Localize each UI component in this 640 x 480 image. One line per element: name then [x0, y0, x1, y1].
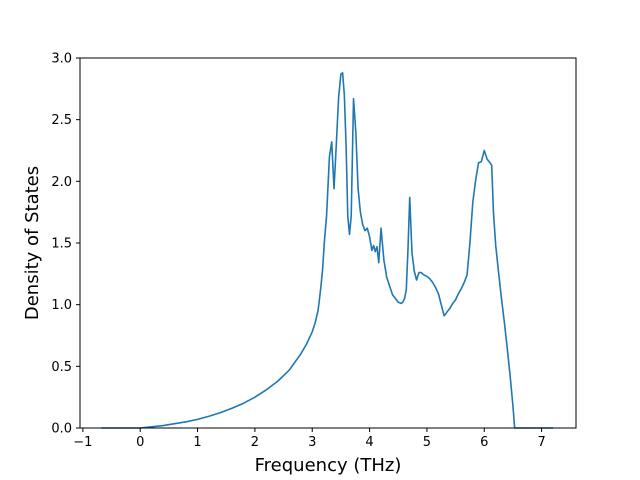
y-tick-label: 2.0: [51, 175, 72, 190]
x-tick-label: 6: [480, 435, 488, 450]
x-tick-label: 0: [136, 435, 144, 450]
y-tick-label: 3.0: [51, 52, 72, 67]
x-tick-label: 5: [423, 435, 431, 450]
x-tick-label: −1: [73, 435, 92, 450]
x-tick-label: 4: [365, 435, 373, 450]
y-axis-label: Density of States: [22, 166, 43, 320]
y-tick-label: 0.0: [51, 422, 72, 437]
y-tick-label: 2.5: [51, 113, 72, 128]
y-tick-label: 1.5: [51, 237, 72, 252]
y-tick-label: 0.5: [51, 360, 72, 375]
x-tick-label: 7: [537, 435, 545, 450]
x-axis-label: Frequency (THz): [255, 455, 402, 476]
y-axis: 0.0 0.5 1.0 1.5 2.0 2.5 3.0: [51, 52, 80, 437]
y-tick-label: 1.0: [51, 298, 72, 313]
plot-line-layer: [101, 72, 554, 429]
x-axis: −1 0 1 2 3 4 5 6 7: [73, 428, 546, 450]
x-tick-label: 1: [193, 435, 201, 450]
x-tick-label: 2: [251, 435, 259, 450]
series-line-dos: [101, 72, 554, 429]
x-tick-label: 3: [308, 435, 316, 450]
